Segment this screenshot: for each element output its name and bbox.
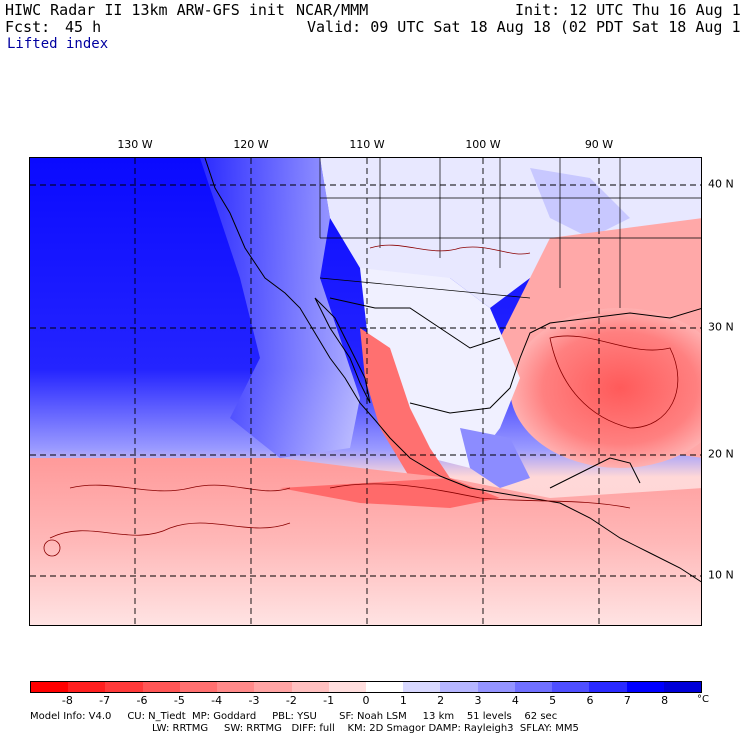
colorbar-cell xyxy=(68,682,106,692)
colorbar-tick-label: -5 xyxy=(173,694,185,707)
colorbar-tick-label: 2 xyxy=(437,694,445,707)
state-borders xyxy=(319,158,701,308)
colorbar-tick-label: 7 xyxy=(623,694,631,707)
colorbar-cell xyxy=(589,682,627,692)
colorbar-tick-label: -6 xyxy=(136,694,148,707)
colorbar-tick-label: 6 xyxy=(586,694,594,707)
colorbar-cell xyxy=(254,682,292,692)
central-mexico-blue-patch xyxy=(460,428,530,488)
contour-line xyxy=(49,522,291,539)
colorbar-tick-label: -3 xyxy=(248,694,260,707)
colorbar-tick-label: 0 xyxy=(362,694,370,707)
lon-label-120w: 120 W xyxy=(233,138,269,151)
contour-line xyxy=(43,539,61,557)
gulf-coastline xyxy=(409,308,701,414)
colorbar-cell xyxy=(663,682,701,692)
colorbar-unit: °C xyxy=(697,694,709,705)
colorbar-cell xyxy=(105,682,143,692)
lat-label-30n: 30 N xyxy=(708,320,734,334)
organization-label: NCAR/MMM xyxy=(296,1,369,19)
sierra-madre-field xyxy=(360,328,450,478)
model-info-line-2: LW: RRTMG SW: RRTMG DIFF: full KM: 2D Sm… xyxy=(152,723,579,734)
colorbar-cell xyxy=(552,682,590,692)
colorbar-tick-label: 5 xyxy=(549,694,557,707)
contour-line xyxy=(329,483,631,509)
forecast-hour: 45 h xyxy=(65,18,102,36)
lifted-index-map xyxy=(29,157,702,626)
colorbar-tick-label: 8 xyxy=(661,694,669,707)
lat-label-40n: 40 N xyxy=(708,177,734,191)
colorbar-tick-label: 3 xyxy=(474,694,482,707)
lon-label-130w: 130 W xyxy=(117,138,153,151)
contour-line xyxy=(549,335,679,429)
lat-label-20n: 20 N xyxy=(708,447,734,461)
model-info-line-1: Model Info: V4.0 CU: N_Tiedt MP: Goddard… xyxy=(30,711,558,722)
colorbar-cell xyxy=(31,682,69,692)
field-name: Lifted index xyxy=(7,36,109,52)
contour-line xyxy=(69,484,291,492)
colorbar xyxy=(30,681,702,693)
lon-label-110w: 110 W xyxy=(349,138,385,151)
us-mexico-border xyxy=(329,297,501,349)
pacific-coastline xyxy=(204,158,701,583)
map-canvas xyxy=(30,158,701,625)
colorbar-tick-label: -2 xyxy=(285,694,297,707)
colorbar-tick-label: 1 xyxy=(399,694,407,707)
init-time: Init: 12 UTC Thu 16 Aug 18 xyxy=(515,1,740,19)
colorbar-tick-label: 4 xyxy=(511,694,519,707)
colorbar-tick-label: -1 xyxy=(323,694,335,707)
colorbar-cell xyxy=(328,682,366,692)
model-title: HIWC Radar II 13km ARW-GFS init xyxy=(5,1,285,19)
colorbar-cell xyxy=(291,682,329,692)
lon-label-100w: 100 W xyxy=(465,138,501,151)
valid-time: Valid: 09 UTC Sat 18 Aug 18 (02 PDT Sat … xyxy=(307,18,740,36)
colorbar-cell xyxy=(626,682,664,692)
contour-line xyxy=(369,244,531,255)
colorbar-cell xyxy=(514,682,553,692)
yucatan-outline xyxy=(549,457,641,489)
colorbar-tick-label: -7 xyxy=(99,694,111,707)
gulf-of-mexico-field xyxy=(510,308,701,468)
southern-mexico-coast-field xyxy=(280,478,500,508)
colorbar-cell xyxy=(403,682,441,692)
colorbar-cell xyxy=(365,682,404,692)
graticule xyxy=(30,158,701,625)
colorbar-tick-label: -4 xyxy=(211,694,223,707)
plains-blue-patch xyxy=(530,168,630,238)
colorbar-tick-label: -8 xyxy=(61,694,73,707)
colorbar-cell xyxy=(477,682,515,692)
colorbar-cell xyxy=(179,682,218,692)
eastern-pacific-field xyxy=(30,458,701,625)
lon-label-90w: 90 W xyxy=(584,138,614,151)
forecast-label: Fcst: xyxy=(5,18,51,36)
lat-label-10n: 10 N xyxy=(708,568,734,582)
colorbar-cell xyxy=(142,682,180,692)
colorbar-cell xyxy=(440,682,478,692)
colorbar-cell xyxy=(217,682,255,692)
